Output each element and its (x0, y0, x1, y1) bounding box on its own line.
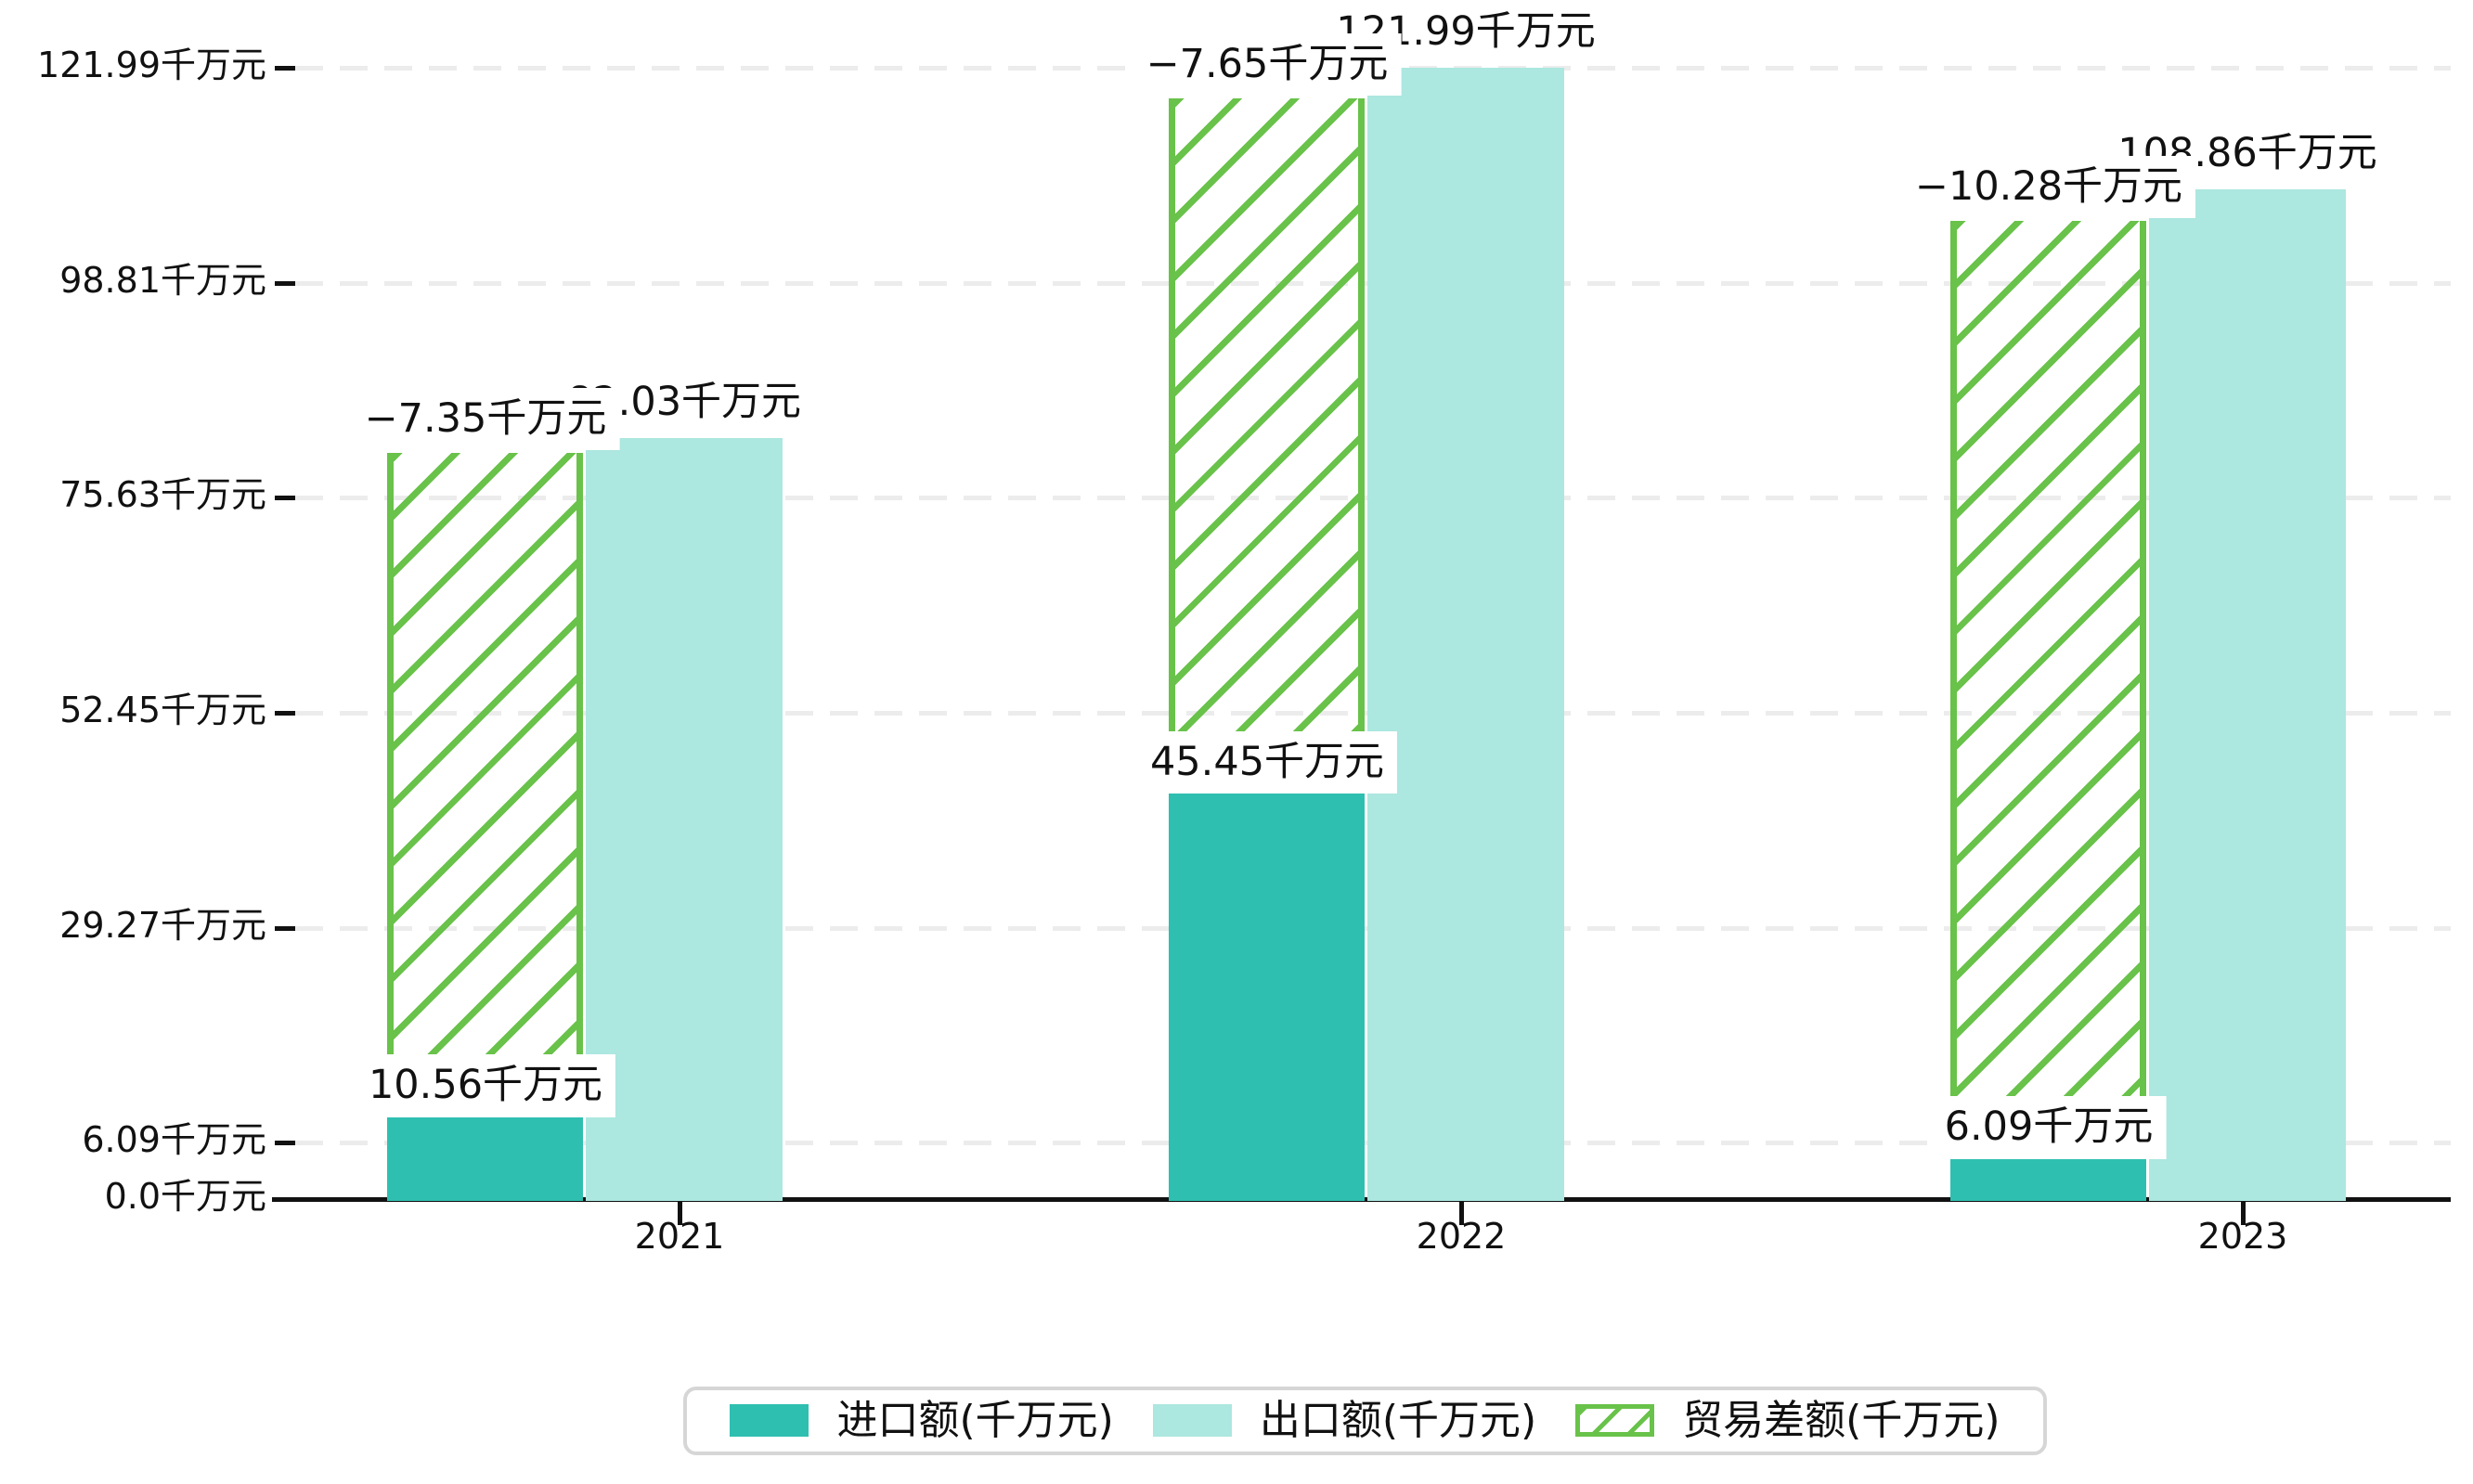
legend-item-export[interactable]: 出口额(千万元) (1152, 1396, 1537, 1444)
x-tick-mark (1459, 1200, 1464, 1225)
x-tick-mark (2241, 1200, 2246, 1225)
y-tick-mark (275, 925, 295, 931)
trade-balance-bar[interactable] (387, 452, 583, 1055)
legend-item-trade-balance[interactable]: 贸易差额(千万元) (1575, 1396, 2000, 1444)
import-value-label: 10.56千万元 (355, 1054, 616, 1118)
y-tick-mark (275, 66, 295, 71)
import-value-label: 45.45千万元 (1136, 730, 1398, 794)
import-value-label: 6.09千万元 (1931, 1096, 2167, 1159)
import-bar[interactable] (387, 1101, 583, 1201)
legend-item-import[interactable]: 进口额(千万元) (730, 1396, 1114, 1444)
legend-label: 进口额(千万元) (836, 1396, 1114, 1444)
y-tick-mark (275, 1141, 295, 1146)
x-tick-mark (678, 1200, 682, 1225)
import-bar[interactable] (1169, 777, 1365, 1201)
export-bar[interactable] (586, 438, 783, 1201)
trade-balance-value-label: −10.28千万元 (1901, 155, 2196, 219)
trade-balance-bar[interactable] (1950, 220, 2146, 1097)
trade-balance-value-label: −7.35千万元 (351, 387, 620, 451)
y-tick-label: 0.0千万元 (104, 1176, 266, 1217)
y-tick-mark (275, 496, 295, 501)
y-tick-label: 29.27千万元 (59, 904, 266, 946)
export-bar[interactable] (1367, 68, 1564, 1201)
export-bar[interactable] (2149, 189, 2346, 1201)
y-tick-label: 75.63千万元 (59, 474, 266, 516)
color-swatch-icon (730, 1404, 809, 1438)
trade-balance-value-label: −7.65千万元 (1133, 32, 1402, 97)
legend: 进口额(千万元) 出口额(千万元) 贸易差额(千万元) (683, 1387, 2047, 1455)
y-tick-label: 121.99千万元 (37, 45, 266, 85)
color-swatch-icon (1152, 1404, 1232, 1438)
y-tick-label: 52.45千万元 (59, 689, 266, 730)
x-tick-label: 2023 (2197, 1216, 2288, 1257)
export-value-label: 108.86千万元 (2104, 123, 2390, 186)
legend-label: 贸易差额(千万元) (1682, 1396, 2000, 1444)
y-tick-label: 6.09千万元 (82, 1119, 266, 1161)
y-tick-mark (275, 710, 295, 716)
x-tick-label: 2022 (1416, 1216, 1507, 1257)
hatched-swatch-icon (1575, 1404, 1655, 1438)
y-tick-mark (275, 280, 295, 286)
x-tick-label: 2021 (634, 1216, 725, 1257)
legend-label: 出口额(千万元) (1259, 1396, 1537, 1444)
trade-balance-bar[interactable] (1169, 97, 1365, 732)
y-tick-label: 98.81千万元 (59, 259, 266, 301)
